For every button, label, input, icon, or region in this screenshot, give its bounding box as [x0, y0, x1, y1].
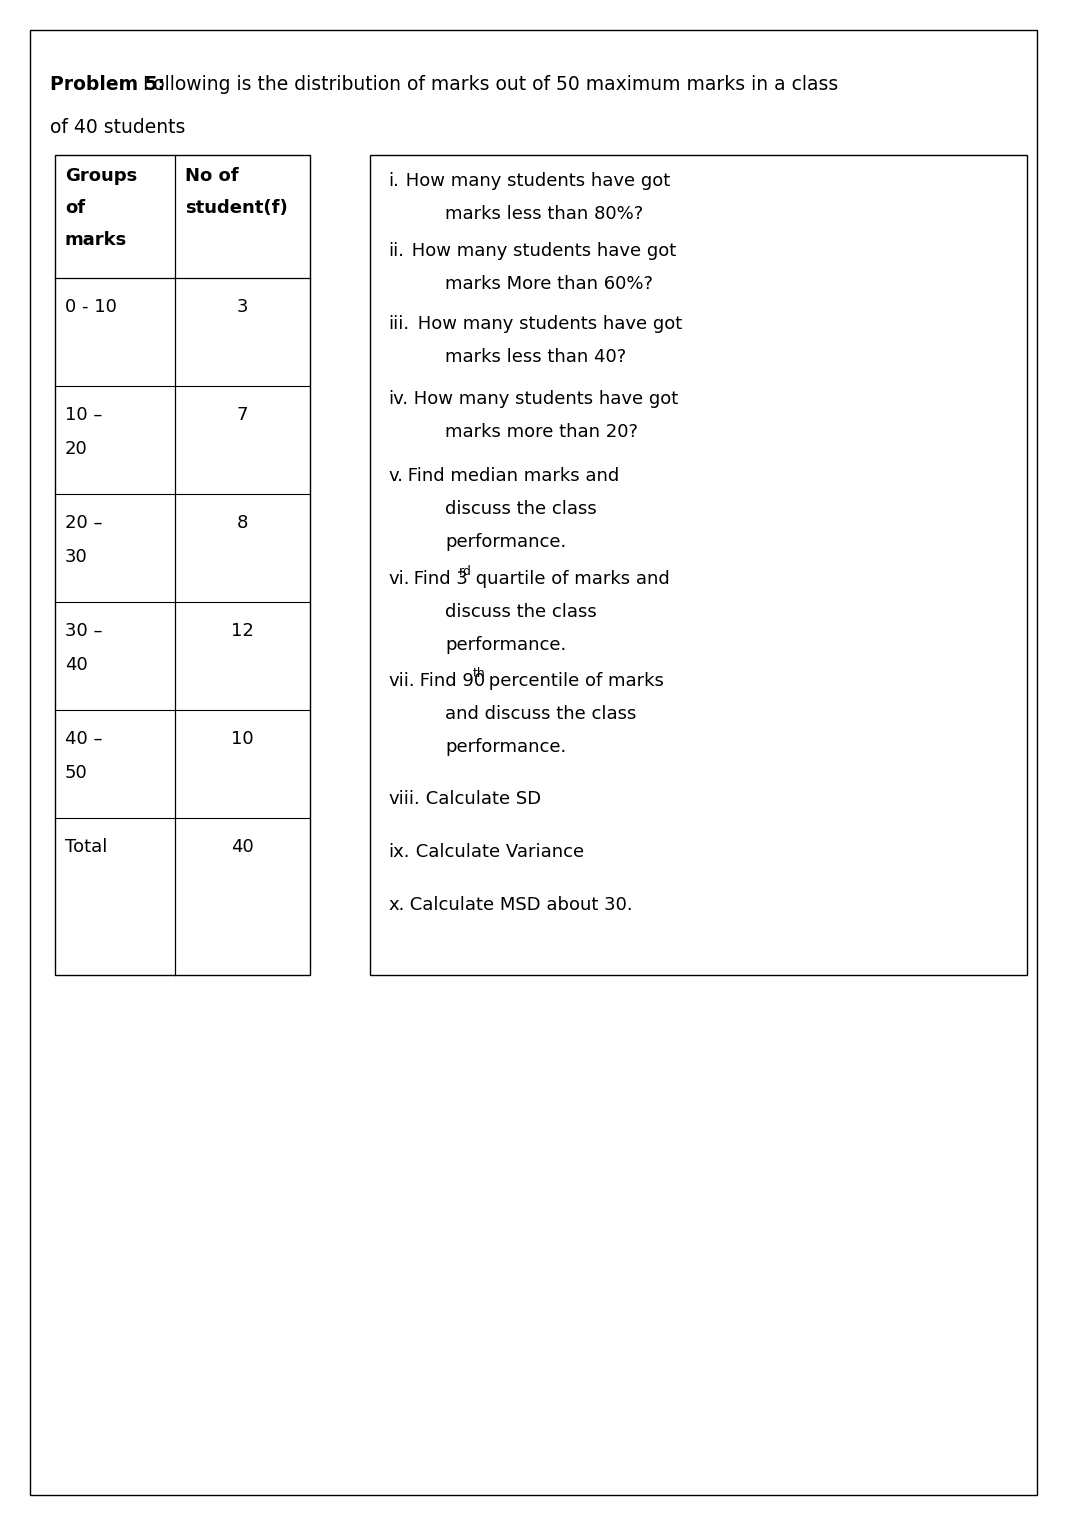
Text: and discuss the class: and discuss the class: [445, 705, 636, 723]
Text: viii.: viii.: [388, 790, 419, 808]
Text: Calculate SD: Calculate SD: [420, 790, 541, 808]
Text: quartile of marks and: quartile of marks and: [471, 570, 670, 589]
Text: 40 –: 40 –: [65, 730, 102, 747]
Text: ii.: ii.: [388, 242, 404, 259]
Text: How many students have got: How many students have got: [407, 242, 676, 259]
Text: 30: 30: [65, 547, 87, 566]
Bar: [55, 156, 310, 974]
Text: performance.: performance.: [445, 534, 567, 551]
Text: 50: 50: [65, 764, 87, 782]
Text: performance.: performance.: [445, 738, 567, 756]
Text: 8: 8: [237, 514, 249, 532]
Text: No of: No of: [185, 168, 239, 185]
Text: percentile of marks: percentile of marks: [483, 673, 665, 689]
Text: Find 3: Find 3: [408, 570, 467, 589]
Text: Problem 5:: Problem 5:: [50, 75, 165, 95]
Text: 7: 7: [237, 406, 249, 424]
Text: 20 –: 20 –: [65, 514, 102, 532]
Text: rd: rd: [459, 564, 472, 578]
Text: Groups: Groups: [65, 168, 138, 185]
Text: th: th: [473, 666, 485, 680]
Text: marks less than 80%?: marks less than 80%?: [445, 204, 643, 223]
Text: Calculate Variance: Calculate Variance: [410, 843, 584, 862]
Text: 30 –: 30 –: [65, 622, 102, 640]
Text: How many students have got: How many students have got: [400, 172, 670, 191]
Text: 40: 40: [65, 656, 87, 674]
Text: marks More than 60%?: marks More than 60%?: [445, 274, 653, 293]
Text: How many students have got: How many students have got: [408, 390, 679, 409]
Text: iii.: iii.: [388, 316, 409, 332]
Text: iv.: iv.: [388, 390, 408, 409]
Text: Find median marks and: Find median marks and: [402, 467, 619, 485]
Text: Total: Total: [65, 839, 108, 856]
Text: How many students have got: How many students have got: [412, 316, 682, 332]
Text: vii.: vii.: [388, 673, 415, 689]
Text: 0 - 10: 0 - 10: [65, 297, 117, 316]
Text: of: of: [65, 198, 85, 217]
Text: marks: marks: [65, 230, 127, 249]
Text: Calculate MSD about 30.: Calculate MSD about 30.: [404, 897, 633, 913]
Text: vi.: vi.: [388, 570, 410, 589]
Text: 3: 3: [237, 297, 249, 316]
Text: marks less than 40?: marks less than 40?: [445, 348, 626, 366]
Text: 10: 10: [232, 730, 254, 747]
Text: ix.: ix.: [388, 843, 410, 862]
Text: v.: v.: [388, 467, 403, 485]
Text: 40: 40: [232, 839, 254, 856]
Text: Find 90: Find 90: [414, 673, 485, 689]
Text: x.: x.: [388, 897, 404, 913]
Bar: [370, 156, 1028, 974]
Text: marks more than 20?: marks more than 20?: [445, 422, 638, 441]
Text: discuss the class: discuss the class: [445, 602, 596, 621]
Text: i.: i.: [388, 172, 399, 191]
Text: student(f): student(f): [185, 198, 288, 217]
Text: Following is the distribution of marks out of 50 maximum marks in a class: Following is the distribution of marks o…: [137, 75, 839, 95]
Text: of 40 students: of 40 students: [50, 117, 186, 137]
Text: performance.: performance.: [445, 636, 567, 654]
Text: 20: 20: [65, 441, 87, 458]
Text: discuss the class: discuss the class: [445, 500, 596, 519]
Text: 10 –: 10 –: [65, 406, 102, 424]
Text: 12: 12: [232, 622, 254, 640]
